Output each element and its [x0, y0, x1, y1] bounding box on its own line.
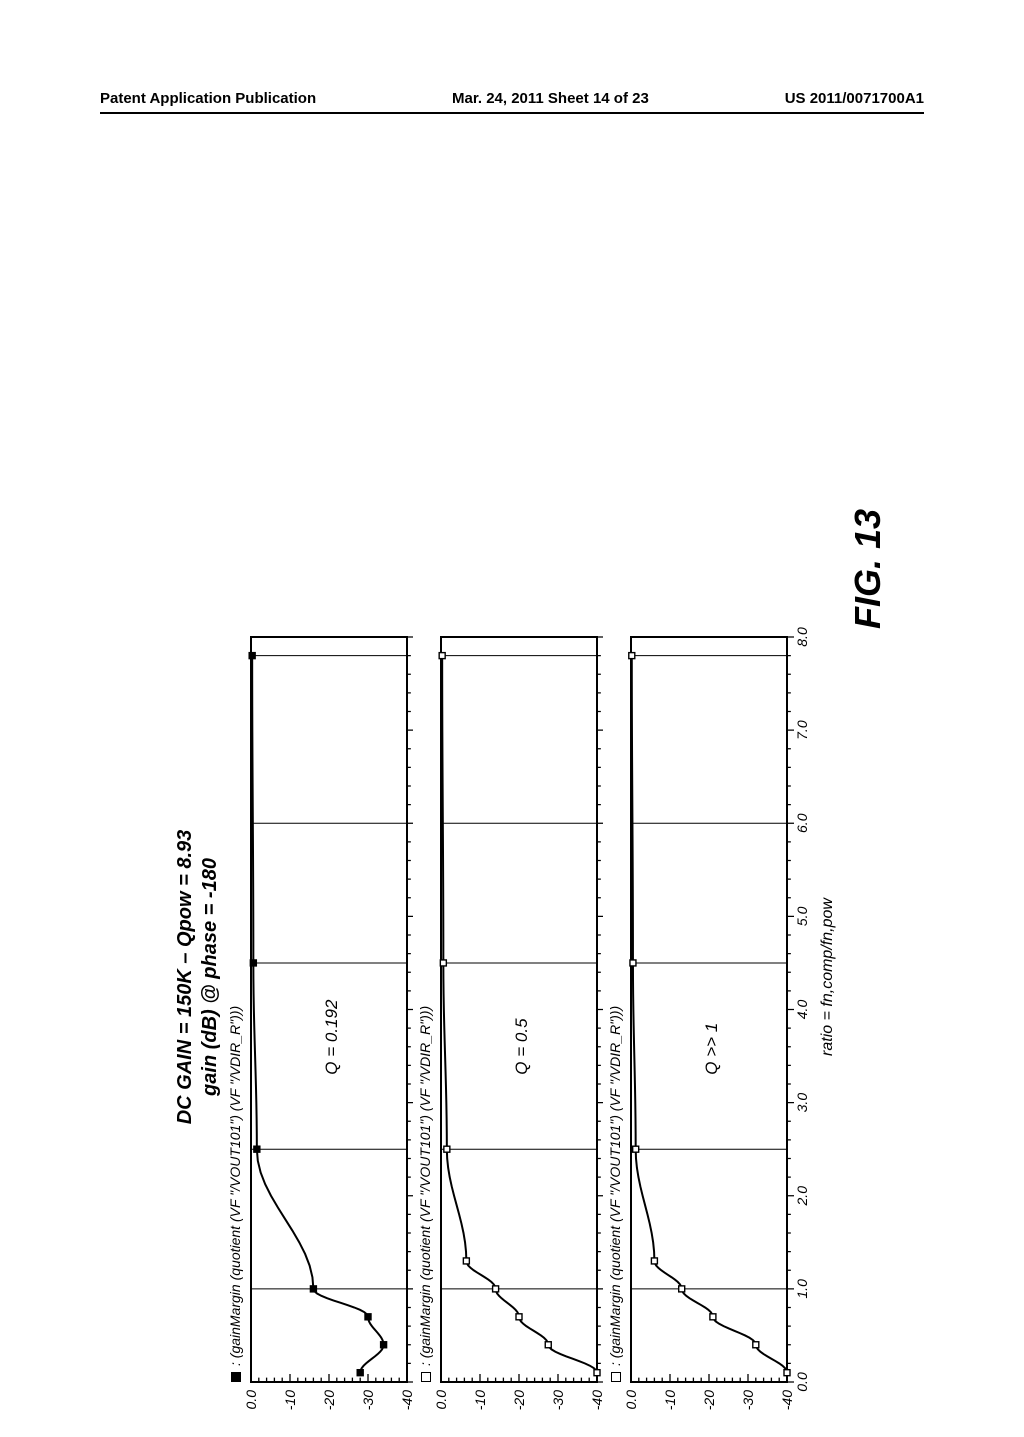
- panel-caption: : (gainMargin (quotient (VF "/VOUT101") …: [607, 517, 623, 1382]
- svg-text:-10: -10: [662, 1390, 678, 1410]
- svg-text:6.0: 6.0: [794, 813, 810, 833]
- legend-marker-icon: [231, 1372, 241, 1382]
- q-label: Q = 0.5: [512, 1018, 531, 1075]
- chart-title: DC GAIN = 150K – Qpow = 8.93 gain (dB) @…: [173, 517, 223, 1437]
- svg-text:-20: -20: [321, 1390, 337, 1410]
- svg-text:4.0: 4.0: [794, 1000, 810, 1020]
- page: Patent Application Publication Mar. 24, …: [0, 0, 1024, 1320]
- svg-text:-40: -40: [589, 1390, 603, 1410]
- q-label: Q >> 1: [702, 1023, 721, 1075]
- panel-caption-text: : (gainMargin (quotient (VF "/VOUT101") …: [417, 1006, 433, 1366]
- svg-text:-20: -20: [511, 1390, 527, 1410]
- header-rule: [100, 112, 924, 114]
- figure-container: DC GAIN = 150K – Qpow = 8.93 gain (dB) @…: [173, 517, 837, 1437]
- svg-text:0.0: 0.0: [625, 1390, 639, 1410]
- svg-text:2.0: 2.0: [794, 1186, 810, 1207]
- header-left: Patent Application Publication: [100, 90, 316, 107]
- svg-text:-40: -40: [399, 1390, 413, 1410]
- svg-text:3.0: 3.0: [794, 1093, 810, 1113]
- svg-text:5.0: 5.0: [794, 906, 810, 926]
- svg-text:0.0: 0.0: [245, 1390, 259, 1410]
- svg-text:-30: -30: [740, 1390, 756, 1410]
- chart-title-line1: DC GAIN = 150K – Qpow = 8.93: [174, 830, 196, 1125]
- svg-text:8.0: 8.0: [794, 627, 810, 647]
- legend-marker-icon: [421, 1372, 431, 1382]
- svg-text:-40: -40: [779, 1390, 795, 1410]
- chart-panels: : (gainMargin (quotient (VF "/VOUT101") …: [227, 517, 817, 1437]
- page-header: Patent Application Publication Mar. 24, …: [100, 90, 924, 107]
- svg-text:-10: -10: [472, 1390, 488, 1410]
- panel-caption: : (gainMargin (quotient (VF "/VOUT101") …: [417, 517, 433, 1382]
- chart-title-line2: gain (dB) @ phase = -180: [199, 858, 221, 1096]
- panel-caption-text: : (gainMargin (quotient (VF "/VOUT101") …: [607, 1006, 623, 1366]
- header-right: US 2011/0071700A1: [785, 90, 924, 107]
- svg-text:-20: -20: [701, 1390, 717, 1410]
- svg-text:-30: -30: [360, 1390, 376, 1410]
- svg-text:7.0: 7.0: [794, 720, 810, 740]
- chart-panel: 0.0 -10 -20 -30 -40 Q = 0.5: [435, 627, 603, 1437]
- chart-panel: 0.0-10-20-30-400.01.02.03.04.05.06.07.08…: [625, 627, 817, 1437]
- legend-marker-icon: [611, 1372, 621, 1382]
- header-center: Mar. 24, 2011 Sheet 14 of 23: [452, 90, 649, 107]
- panel-caption-text: : (gainMargin (quotient (VF "/VOUT101") …: [227, 1006, 243, 1366]
- svg-text:-30: -30: [550, 1390, 566, 1410]
- svg-text:0.0: 0.0: [794, 1372, 810, 1392]
- x-axis-label: ratio = fn,comp/fn,pow: [819, 517, 837, 1437]
- panel-caption: : (gainMargin (quotient (VF "/VOUT101") …: [227, 517, 243, 1382]
- svg-text:1.0: 1.0: [794, 1279, 810, 1299]
- chart-panel: 0.0 -10 -20 -30 -40 Q = 0.192: [245, 627, 413, 1437]
- q-label: Q = 0.192: [322, 999, 341, 1075]
- svg-text:0.0: 0.0: [435, 1390, 449, 1410]
- figure-label: FIG. 13: [847, 509, 889, 629]
- svg-text:-10: -10: [282, 1390, 298, 1410]
